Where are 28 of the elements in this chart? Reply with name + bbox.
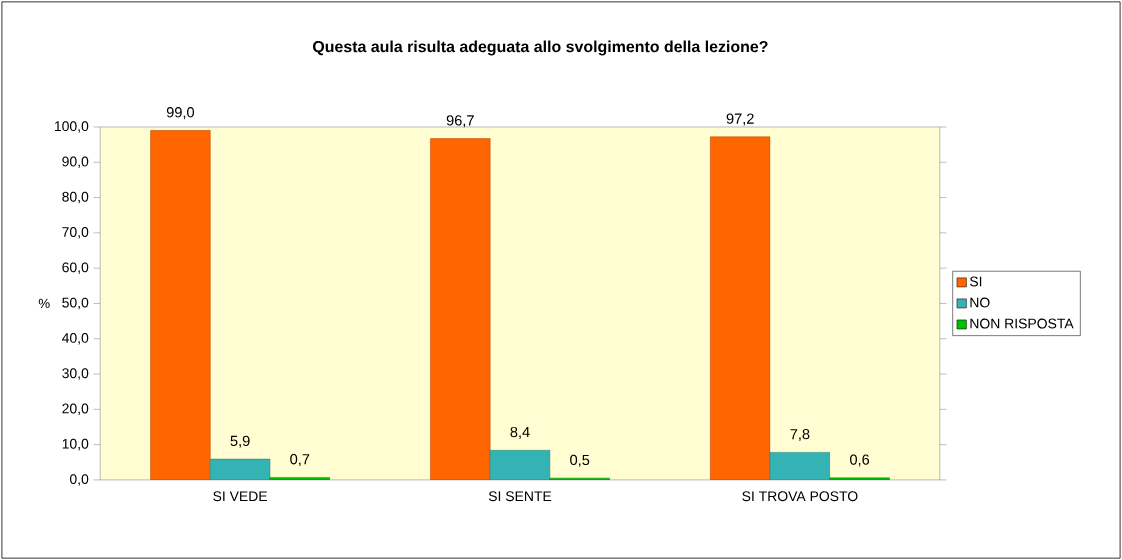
data-label: 0,5 (570, 454, 590, 467)
x-tick-label: SI TROVA POSTO (742, 491, 858, 502)
x-tick-label: SI SENTE (488, 491, 552, 502)
x-tick-label: SI VEDE (213, 491, 267, 502)
data-label: 99,0 (166, 107, 195, 120)
y-tick-label: 60,0 (62, 262, 89, 274)
y-tick-label: 30,0 (62, 368, 89, 380)
y-tick-label: 20,0 (62, 403, 89, 416)
chart-title: Questa aula risulta adeguata allo svolgimento della lezione? (312, 40, 768, 56)
data-label: 0,6 (850, 454, 870, 467)
data-label: 96,7 (446, 115, 474, 128)
legend-label: NO (970, 297, 990, 308)
y-tick-label: 70,0 (62, 227, 89, 239)
y-tick-label: 50,0 (62, 297, 89, 310)
data-label: 97,2 (726, 113, 754, 126)
data-label: 8,4 (510, 426, 530, 439)
y-tick-label: 10,0 (62, 438, 89, 451)
legend-label: NON RISPOSTA (970, 318, 1074, 329)
y-tick-label: 90,0 (62, 156, 89, 169)
y-tick-label: 100,0 (54, 121, 89, 133)
y-tick-label: 40,0 (61, 332, 89, 345)
data-label: 5,9 (230, 435, 250, 448)
y-tick-label: 80,0 (62, 191, 89, 204)
legend-label: SI (969, 276, 982, 287)
data-label: 7,8 (790, 428, 810, 442)
y-axis-title: % (38, 298, 50, 309)
data-label: 0,7 (290, 454, 310, 467)
y-tick-label: 0,0 (69, 474, 89, 486)
